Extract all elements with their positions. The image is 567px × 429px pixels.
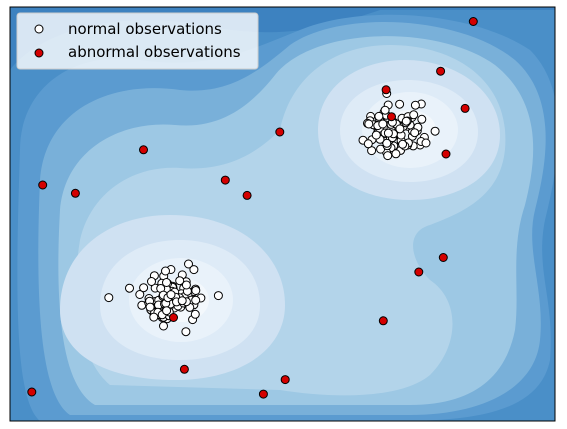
normal-observation-point: [398, 139, 408, 149]
normal-observation-point: [421, 138, 431, 148]
normal-observation-point: [145, 302, 155, 312]
abnormal-observation-point: [460, 103, 470, 113]
normal-observation-point: [149, 312, 159, 322]
abnormal-observation-point: [179, 364, 189, 374]
normal-observation-point: [410, 128, 420, 138]
abnormal-observation-point: [220, 175, 230, 185]
normal-observation-point: [184, 259, 193, 269]
normal-observation-point: [166, 290, 176, 300]
normal-observation-point: [382, 138, 392, 148]
abnormal-observation-point: [468, 17, 478, 26]
normal-observation-point: [190, 309, 200, 319]
abnormal-observation-point: [378, 316, 388, 326]
normal-observation-point: [430, 126, 440, 136]
abnormal-observations-series: [27, 17, 478, 399]
normal-observation-point: [189, 265, 199, 275]
normal-observation-point: [380, 105, 390, 115]
normal-observation-point: [161, 266, 170, 276]
legend-marker-normal: [34, 24, 44, 34]
abnormal-observation-point: [441, 149, 451, 159]
abnormal-observation-point: [436, 66, 446, 76]
normal-observation-point: [162, 278, 171, 287]
normal-observation-point: [401, 116, 411, 126]
normal-observation-point: [374, 111, 384, 121]
normal-observation-point: [417, 114, 427, 124]
abnormal-observation-point: [258, 389, 268, 399]
normal-observation-point: [383, 151, 393, 161]
abnormal-observation-point: [387, 112, 396, 122]
normal-observation-point: [395, 99, 405, 109]
normal-observation-point: [177, 296, 187, 306]
legend-marker-abnormal: [34, 48, 44, 58]
normal-observation-point: [159, 321, 168, 331]
normal-observation-point: [395, 124, 405, 134]
abnormal-observation-point: [70, 188, 80, 198]
normal-observation-point: [410, 100, 420, 110]
normal-observation-point: [383, 128, 393, 138]
legend-box: [16, 12, 259, 70]
abnormal-observation-point: [381, 85, 391, 95]
normal-observation-point: [147, 277, 156, 286]
normal-observation-point: [191, 295, 201, 305]
abnormal-observation-point: [438, 253, 448, 262]
axes-frame: [9, 6, 556, 422]
normal-observation-point: [139, 283, 149, 293]
abnormal-observation-point: [38, 180, 48, 190]
abnormal-observation-point: [275, 127, 285, 137]
legend: normal observations abnormal observation…: [16, 12, 259, 70]
normal-observation-point: [125, 283, 134, 293]
normal-observation-point: [181, 280, 191, 290]
normal-observation-point: [364, 119, 374, 129]
normal-observation-point: [175, 276, 185, 286]
normal-observation-point: [162, 306, 172, 316]
legend-label-abnormal: abnormal observations: [68, 43, 241, 61]
abnormal-observation-point: [27, 387, 37, 397]
abnormal-observation-point: [414, 267, 424, 277]
abnormal-observation-point: [169, 313, 178, 322]
normal-observation-point: [409, 110, 419, 120]
normal-observations-series: [104, 89, 440, 337]
normal-observation-point: [191, 286, 201, 295]
normal-observation-point: [363, 139, 373, 149]
normal-observation-point: [378, 119, 388, 129]
normal-observation-point: [371, 130, 381, 140]
normal-observation-point: [181, 327, 191, 337]
abnormal-observation-point: [242, 190, 252, 200]
normal-observation-point: [104, 293, 114, 303]
abnormal-observation-point: [139, 145, 148, 155]
normal-observation-point: [391, 149, 401, 159]
abnormal-observation-point: [280, 375, 290, 385]
normal-observation-point: [213, 291, 223, 301]
legend-label-normal: normal observations: [68, 20, 222, 38]
normal-observation-point: [135, 290, 145, 299]
